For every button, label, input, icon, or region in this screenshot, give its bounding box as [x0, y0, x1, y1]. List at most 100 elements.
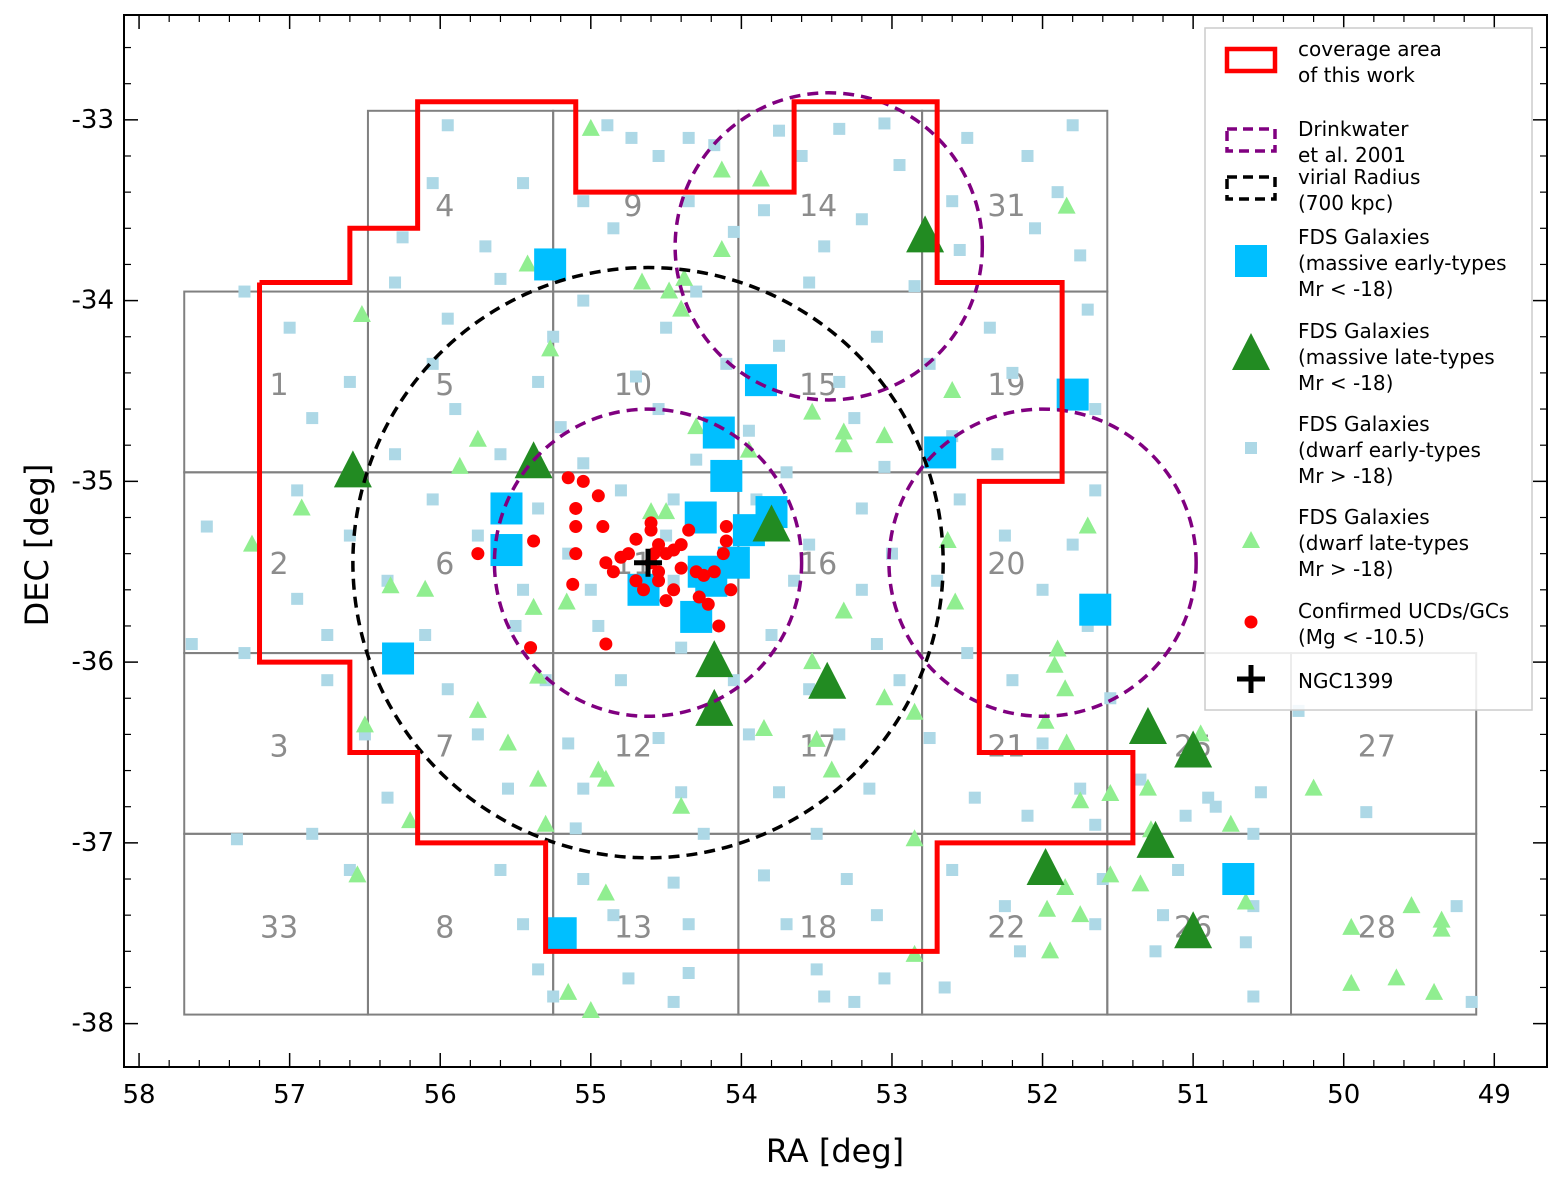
legend-handle-ngc [1237, 665, 1265, 693]
ucd-gc-point [674, 538, 688, 552]
massive-early-galaxy [1222, 863, 1255, 896]
x-tick-label: 50 [1327, 1080, 1360, 1110]
legend-label-early_dwarf: (dwarf early-types [1298, 438, 1481, 462]
dwarf-early-galaxy [833, 728, 846, 741]
dwarf-late-galaxy [803, 402, 822, 420]
legend-label-drinkwater: et al. 2001 [1298, 143, 1406, 167]
dwarf-late-galaxy [381, 576, 400, 594]
legend-label-late_massive: Mr < -18) [1298, 371, 1393, 395]
ucd-gc-point [569, 520, 583, 534]
dwarf-early-galaxy [818, 990, 831, 1003]
dwarf-late-galaxy [355, 715, 374, 733]
massive-late-galaxy [695, 640, 734, 678]
dwarf-late-galaxy [943, 380, 962, 398]
dwarf-early-galaxy [592, 619, 605, 632]
x-tick-label: 56 [424, 1080, 457, 1110]
dwarf-early-galaxy [517, 583, 530, 596]
field-label-19: 19 [987, 368, 1025, 403]
dwarf-late-galaxy [1048, 639, 1067, 657]
dwarf-early-galaxy [1089, 484, 1102, 497]
x-tick-label: 51 [1177, 1080, 1210, 1110]
dwarf-early-galaxy [577, 457, 590, 470]
dwarf-late-galaxy [524, 597, 543, 615]
massive-early-galaxy [702, 416, 735, 449]
dwarf-early-galaxy [584, 583, 597, 596]
dwarf-late-galaxy [498, 733, 517, 751]
dwarf-early-galaxy [667, 493, 680, 506]
dwarf-early-galaxy [690, 453, 703, 466]
dwarf-early-galaxy [1074, 782, 1087, 795]
ucd-gc-point [527, 534, 541, 548]
drinkwater-circle [492, 407, 804, 719]
dwarf-early-galaxy [426, 177, 439, 190]
dwarf-early-galaxy [607, 909, 620, 922]
ucd-gc-point [569, 501, 583, 515]
ucd-gc-point [659, 594, 673, 608]
legend-label-late_dwarf: Mr > -18) [1298, 557, 1393, 581]
dwarf-early-galaxy [562, 737, 575, 750]
dwarf-early-galaxy [660, 321, 673, 334]
dwarf-late-galaxy [1131, 874, 1150, 892]
legend-label-early_massive: Mr < -18) [1298, 277, 1393, 301]
dwarf-early-galaxy [614, 674, 627, 687]
x-tick-label: 52 [1026, 1080, 1059, 1110]
dwarf-early-galaxy [833, 122, 846, 135]
massive-early-galaxy [544, 917, 577, 950]
dwarf-early-galaxy [803, 538, 816, 551]
ucd-gc-point [682, 523, 696, 537]
dwarf-early-galaxy [471, 728, 484, 741]
dwarf-late-galaxy [712, 239, 731, 257]
dwarf-late-galaxy [751, 169, 770, 187]
dwarf-early-galaxy [938, 981, 951, 994]
dwarf-late-galaxy [642, 502, 661, 520]
legend-label-coverage: coverage area [1298, 37, 1442, 61]
dwarf-early-galaxy [577, 294, 590, 307]
dwarf-early-galaxy [1074, 249, 1087, 262]
ucd-gc-point [599, 556, 613, 570]
dwarf-early-galaxy [1036, 583, 1049, 596]
dwarf-early-galaxy [449, 403, 462, 416]
dwarf-early-galaxy [998, 900, 1011, 913]
dwarf-early-galaxy [667, 574, 680, 587]
legend-handle-late_massive [1232, 333, 1270, 370]
dwarf-late-galaxy [581, 118, 600, 136]
dwarf-late-galaxy [529, 666, 548, 684]
dwarf-late-galaxy [468, 429, 487, 447]
legend-handle-coverage [1224, 46, 1278, 74]
dwarf-early-galaxy [321, 628, 334, 641]
dwarf-late-galaxy [1138, 778, 1157, 796]
field-label-6: 6 [435, 547, 454, 582]
dwarf-early-galaxy [547, 330, 560, 343]
massive-early-galaxy [924, 436, 957, 469]
dwarf-early-galaxy [742, 728, 755, 741]
massive-late-galaxy [333, 450, 372, 488]
dwarf-early-galaxy [517, 918, 530, 931]
dwarf-early-galaxy [1089, 403, 1102, 416]
dwarf-early-galaxy [773, 124, 786, 137]
dwarf-early-galaxy [517, 177, 530, 190]
dwarf-late-galaxy [905, 702, 924, 720]
field-label-5: 5 [435, 368, 454, 403]
ucd-gc-point [576, 474, 590, 488]
dwarf-early-galaxy [577, 782, 590, 795]
dwarf-early-galaxy [682, 195, 695, 208]
field-label-13: 13 [614, 910, 652, 945]
ucd-gc-point [569, 547, 583, 561]
dwarf-early-galaxy [1247, 827, 1260, 840]
massive-late-galaxy [695, 688, 734, 726]
dwarf-early-galaxy [923, 732, 936, 745]
dwarf-early-galaxy [1066, 119, 1079, 132]
dwarf-late-galaxy [1221, 814, 1240, 832]
field-label-1: 1 [270, 368, 289, 403]
dwarf-early-galaxy [1029, 222, 1042, 235]
dwarf-early-galaxy [788, 574, 801, 587]
dwarf-early-galaxy [494, 272, 507, 285]
dwarf-early-galaxy [660, 529, 673, 542]
dwarf-early-galaxy [652, 149, 665, 162]
dwarf-late-galaxy [1432, 919, 1451, 937]
ucd-gc-point [719, 534, 733, 548]
legend-label-late_dwarf: FDS Galaxies [1298, 505, 1430, 529]
field-label-9: 9 [623, 189, 642, 224]
dwarf-late-galaxy [416, 579, 435, 597]
dwarf-late-galaxy [1078, 516, 1097, 534]
